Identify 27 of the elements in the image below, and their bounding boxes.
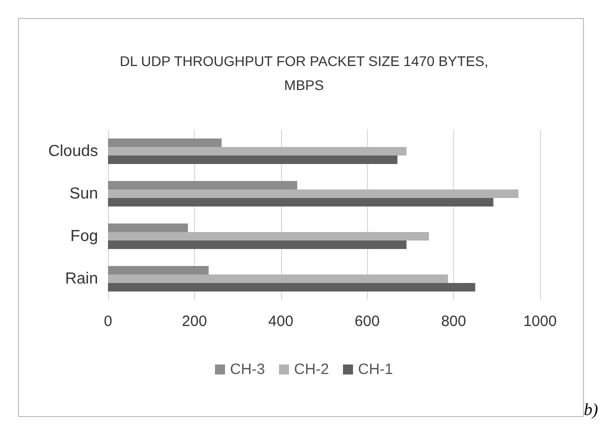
bar xyxy=(108,240,407,249)
bar xyxy=(108,138,222,147)
text: b) xyxy=(584,400,598,419)
x-tick-label: 1000 xyxy=(523,313,557,330)
bar xyxy=(108,274,448,283)
chart-title: DL UDP THROUGHPUT FOR PACKET SIZE 1470 BYTES, MBPS xyxy=(120,53,488,93)
x-tick-label: 200 xyxy=(182,313,207,330)
y-tick-label: Clouds xyxy=(48,142,98,160)
x-tick-label: 400 xyxy=(268,313,294,330)
x-tick-label: 0 xyxy=(104,313,112,330)
x-tick-label: 600 xyxy=(354,313,380,330)
legend-label: CH-2 xyxy=(294,361,330,378)
y-tick-label: Sun xyxy=(70,185,98,202)
bar xyxy=(108,232,429,240)
legend-label: CH-1 xyxy=(358,361,394,378)
bar xyxy=(108,198,494,206)
bar xyxy=(108,181,298,190)
bar xyxy=(108,266,209,274)
legend-label: CH-3 xyxy=(230,361,266,378)
bar xyxy=(108,156,398,164)
bar xyxy=(108,147,407,156)
bar xyxy=(108,283,476,292)
x-tick-label: 800 xyxy=(441,313,466,330)
y-tick-label: Fog xyxy=(70,228,98,245)
y-tick-label: Rain xyxy=(65,270,98,288)
bar xyxy=(108,224,188,232)
bar xyxy=(108,190,518,198)
